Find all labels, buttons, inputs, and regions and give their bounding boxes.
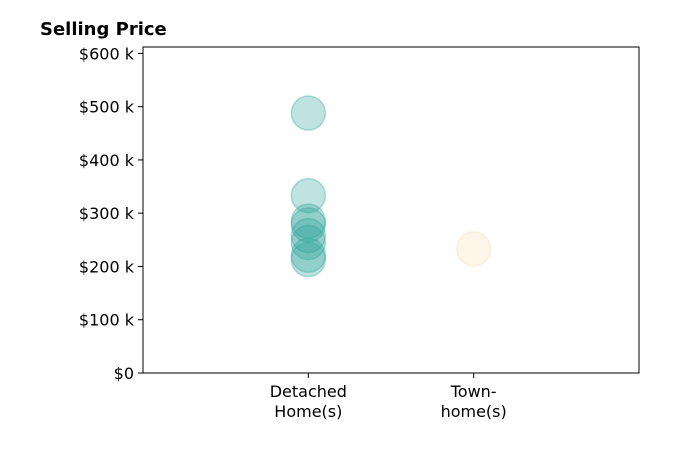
x-tick-label: Town-home(s): [441, 382, 507, 421]
y-tick-label: $100 k: [79, 311, 135, 330]
data-point: [290, 207, 327, 243]
y-tick-label: $400 k: [79, 151, 135, 170]
y-tick-label: $600 k: [79, 44, 135, 63]
y-tick-label: $0: [114, 364, 134, 383]
plot-frame: [142, 46, 640, 374]
data-point: [290, 95, 327, 131]
x-tick-label: Detached Home(s): [270, 382, 347, 421]
y-axis: $0 $100 k $200 k $300 k $400 k $500 k $600 k: [79, 44, 143, 383]
chart-title: Selling Price: [40, 19, 167, 40]
data-point: [290, 217, 327, 254]
data-point: [290, 203, 327, 239]
data-point: [455, 231, 492, 267]
y-tick-label: $500 k: [79, 98, 135, 117]
data-point: [290, 241, 327, 278]
data-point: [290, 237, 327, 274]
data-point: [290, 177, 327, 214]
y-tick-label: $200 k: [79, 257, 135, 276]
y-tick-label: $300 k: [79, 204, 135, 223]
data-points: [290, 95, 492, 278]
x-axis: Detached Home(s) Town-home(s): [270, 373, 507, 421]
data-point: [290, 224, 327, 261]
